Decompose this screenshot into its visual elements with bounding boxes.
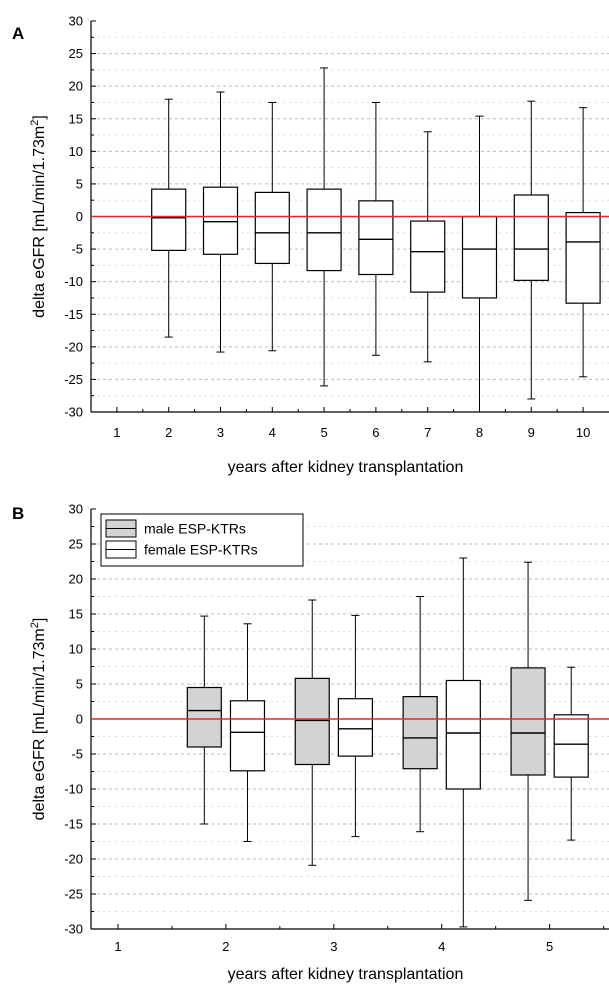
box-iqr (553, 714, 589, 778)
y-tick-label: 15 (69, 111, 83, 126)
y-tick-label: -15 (64, 307, 83, 322)
x-tick-label: 10 (576, 425, 590, 440)
y-tick-label: -30 (64, 922, 83, 937)
y-tick-label: 30 (69, 502, 83, 517)
y-tick-label: 15 (69, 607, 83, 622)
y-tick-label: 30 (69, 14, 83, 29)
box-5-2 (553, 666, 589, 841)
box-iqr (229, 700, 266, 772)
x-tick-label: 2 (222, 939, 229, 954)
box-9 (513, 100, 549, 400)
y-tick-label: -10 (64, 782, 83, 797)
y-tick-label: 10 (69, 642, 83, 657)
y-tick-label: 5 (76, 176, 83, 191)
box-iqr (306, 188, 342, 272)
x-axis-title: years after kidney transplantation (228, 459, 464, 476)
box-iqr (151, 188, 187, 251)
x-tick-label: 6 (372, 425, 379, 440)
x-tick-label: 9 (528, 425, 535, 440)
box-iqr (510, 667, 546, 776)
box-iqr (202, 186, 239, 255)
box-3-8 (402, 596, 438, 833)
box-6 (358, 101, 394, 356)
box-3-2 (337, 614, 373, 838)
box-iqr (445, 679, 481, 790)
box-3 (202, 91, 239, 353)
y-tick-label: -25 (64, 372, 83, 387)
x-tick-label: 4 (438, 939, 445, 954)
box-8 (461, 115, 498, 413)
box-2 (151, 98, 187, 338)
box-5 (306, 67, 342, 387)
y-axis-title: delta eGFR [mL/min/1.73m2] (29, 618, 48, 821)
box-iqr (294, 677, 330, 766)
box-1-8 (186, 615, 222, 825)
legend-label: male ESP-KTRs (144, 521, 246, 537)
box-4 (254, 101, 290, 352)
x-tick-label: 8 (476, 425, 483, 440)
box-2-8 (294, 599, 330, 866)
x-tick-label: 3 (217, 425, 224, 440)
y-axis-title: delta eGFR [mL/min/1.73m2] (29, 115, 48, 318)
y-tick-label: -25 (64, 887, 83, 902)
x-tick-label: 5 (546, 939, 553, 954)
y-tick-label: -5 (71, 747, 83, 762)
y-tick-label: -15 (64, 817, 83, 832)
x-tick-label: 4 (269, 425, 276, 440)
box-iqr (513, 194, 549, 281)
y-tick-label: 0 (76, 712, 83, 727)
y-tick-label: 25 (69, 537, 83, 552)
box-iqr (358, 200, 394, 276)
legend: male ESP-KTRs female ESP-KTRs (100, 513, 304, 567)
x-tick-label: 3 (330, 939, 337, 954)
panel-letter: B (12, 504, 24, 523)
x-tick-label: 7 (424, 425, 431, 440)
box-2-2 (229, 623, 266, 842)
y-tick-label: -20 (64, 852, 83, 867)
box-4-2 (445, 557, 481, 928)
y-tick-label: 0 (76, 209, 83, 224)
y-tick-label: 10 (69, 144, 83, 159)
y-tick-label: -20 (64, 339, 83, 354)
chart-panel-b: B -30 -25 -20 -15 -10 -5 0 5 10 15 20 25 30 1 2 3 4 5 years… (12, 502, 609, 983)
y-tick-label: -30 (64, 405, 83, 420)
y-tick-label: -10 (64, 274, 83, 289)
chart-panel-a: A -30 -25 -20 -15 -10 -5 0 5 10 15 20 25 30 1 2 3 4 5 6 7 8 9 1… (12, 14, 609, 476)
y-tick-label: 20 (69, 79, 83, 94)
box-iqr (254, 191, 290, 265)
box-iqr (402, 695, 438, 770)
y-tick-label: 5 (76, 677, 83, 692)
box-4-8 (510, 561, 546, 901)
box-iqr (565, 211, 601, 304)
x-tick-label: 1 (114, 939, 121, 954)
box-10 (565, 107, 601, 378)
box-7 (410, 131, 446, 363)
box-iqr (186, 686, 222, 748)
x-axis-title: years after kidney transplantation (228, 966, 464, 983)
y-tick-label: 25 (69, 46, 83, 61)
legend-label: female ESP-KTRs (144, 542, 258, 558)
x-tick-label: 1 (113, 425, 120, 440)
box-iqr (461, 215, 498, 299)
x-tick-label: 5 (320, 425, 327, 440)
x-tick-label: 2 (165, 425, 172, 440)
panel-letter: A (12, 24, 24, 43)
box-iqr (410, 220, 446, 293)
y-tick-label: 20 (69, 572, 83, 587)
y-tick-label: -5 (71, 242, 83, 257)
box-iqr (337, 698, 373, 757)
